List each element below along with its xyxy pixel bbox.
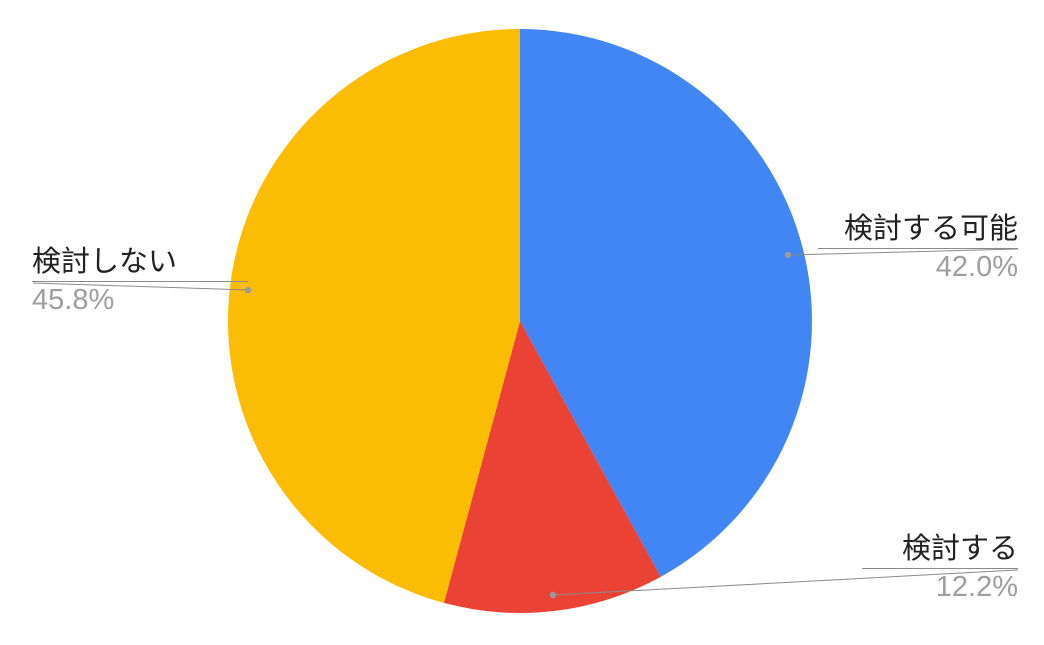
leader-dots [244,251,792,599]
pie-slice-kentou-suru-kanou[interactable] [520,29,812,577]
slice-label-name: 検討しない [32,246,178,278]
slice-label-rule [32,281,248,282]
slice-label-rule [818,248,1018,249]
leader-line-kentou-shinai [32,282,249,291]
slice-label-percent: 12.2% [935,571,1018,603]
slice-label-percent: 42.0% [935,251,1018,283]
slice-label-name: 検討する可能 [843,213,1018,245]
leader-lines [32,248,1019,596]
slice-label-kentou-suru-kanou: 検討する可能 42.0% [818,212,1018,284]
pie-slice-kentou-suru[interactable] [443,321,661,614]
pie-slices [227,28,812,614]
slice-label-name: 検討する [901,533,1018,565]
leader-line-kentou-suru-kanou [787,248,1019,256]
leader-dot-kentou-suru-kanou [784,251,792,259]
leader-line-kentou-suru [552,569,1019,596]
slice-label-percent: 45.8% [32,284,115,316]
leader-dot-kentou-shinai [244,286,252,294]
slice-label-kentou-suru: 検討する 12.2% [862,532,1018,604]
slice-label-rule [862,568,1018,569]
pie-slice-kentou-shinai[interactable] [227,28,520,603]
leader-dot-kentou-suru [549,591,557,599]
slice-label-kentou-shinai: 検討しない 45.8% [32,245,248,317]
